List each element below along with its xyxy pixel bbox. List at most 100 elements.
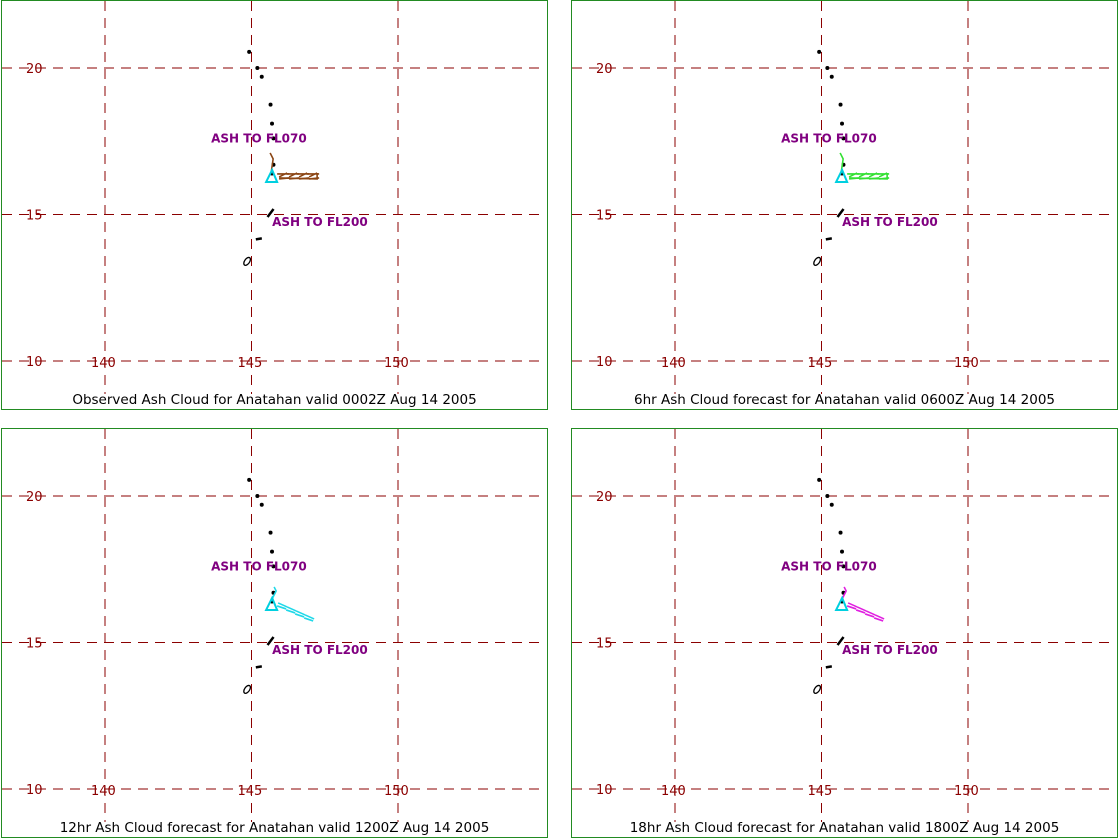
ash-label-fl070: ASH TO FL070 [211, 132, 307, 146]
ash-cloud [270, 586, 315, 622]
island-dot [825, 493, 830, 498]
ash-plume-southeast [864, 610, 876, 618]
island-dot [825, 65, 830, 70]
island-dot [829, 74, 834, 79]
ash-cloud [839, 152, 890, 180]
ash-plume-southeast [303, 614, 315, 622]
lon-tick-label: 145 [238, 784, 263, 799]
lon-tick-label: 150 [384, 356, 409, 371]
island-saipan [266, 636, 275, 646]
lat-tick-label: 20 [26, 490, 43, 505]
island-dot [247, 49, 252, 54]
island-saipan [836, 208, 845, 218]
island-dot [270, 549, 275, 554]
lat-tick-label: 10 [596, 355, 613, 370]
lat-tick-label: 20 [596, 62, 613, 77]
lat-tick-label: 10 [596, 783, 613, 798]
lon-tick-label: 150 [954, 784, 979, 799]
panel-caption: Observed Ash Cloud for Anatahan valid 00… [72, 392, 477, 408]
island-rota [825, 665, 833, 669]
panel-caption: 12hr Ash Cloud forecast for Anatahan val… [59, 820, 490, 836]
ash-plume-outline [849, 172, 888, 180]
ash-plume-southeast [873, 614, 885, 622]
lon-tick-label: 145 [808, 356, 833, 371]
island-dot [817, 49, 822, 54]
ash-label-fl200: ASH TO FL200 [272, 643, 368, 657]
lat-tick-label: 20 [596, 490, 613, 505]
ash-label-fl070: ASH TO FL070 [781, 560, 877, 574]
island-dot [840, 121, 845, 126]
ash-plume-north [269, 152, 274, 174]
island-guam [243, 684, 252, 694]
ash-label-fl070: ASH TO FL070 [781, 132, 877, 146]
island-dot [271, 136, 276, 141]
island-dot [271, 564, 276, 569]
lat-tick-label: 20 [26, 62, 43, 77]
lon-tick-label: 140 [661, 356, 686, 371]
ash-plume-southeast [846, 602, 858, 610]
triangle-icon [264, 167, 279, 183]
lat-tick-label: 15 [596, 637, 613, 652]
lat-tick-label: 10 [26, 783, 43, 798]
island-dot [255, 65, 260, 70]
ash-plume-outline [279, 172, 318, 180]
ash-plume-southeast [294, 610, 306, 618]
island-guam [813, 256, 822, 266]
island-dot [247, 477, 252, 482]
lat-tick-label: 15 [26, 209, 43, 224]
ash-plume-southeast [285, 606, 297, 614]
island-dot [259, 74, 264, 79]
lon-tick-label: 150 [384, 784, 409, 799]
map-panel-18hr: 10 15 20 140 145 150 ASH TO FL070 ASH TO FL200 … [571, 428, 1118, 838]
island-dot [841, 136, 846, 141]
map-canvas: 10 15 20 140 145 150 ASH TO FL070 ASH TO FL200 [572, 429, 1109, 822]
triangle-icon [834, 167, 849, 183]
map-panel-observed: 10 15 20 140 145 150 ASH TO FL070 ASH TO FL200 … [1, 0, 548, 410]
island-guam [813, 684, 822, 694]
map-panel-12hr: 10 15 20 140 145 150 ASH TO FL070 ASH TO FL200 … [1, 428, 548, 838]
island-saipan [836, 636, 845, 646]
island-rota [825, 237, 833, 241]
island-dot [841, 564, 846, 569]
island-dot [270, 121, 275, 126]
island-dot [268, 102, 273, 107]
triangle-icon [834, 595, 849, 611]
panel-caption: 18hr Ash Cloud forecast for Anatahan val… [629, 820, 1060, 836]
ash-plume-southeast [276, 602, 288, 610]
island-dot [829, 502, 834, 507]
island-dot [840, 549, 845, 554]
island-rota [255, 665, 263, 669]
ash-label-fl200: ASH TO FL200 [842, 215, 938, 229]
lon-tick-label: 145 [808, 784, 833, 799]
island-dot [817, 477, 822, 482]
island-dot [255, 493, 260, 498]
map-canvas: 10 15 20 140 145 150 ASH TO FL070 ASH TO FL200 [572, 1, 1109, 394]
island-rota [255, 237, 263, 241]
island-guam [243, 256, 252, 266]
map-canvas: 10 15 20 140 145 150 ASH TO FL070 ASH TO FL200 [2, 1, 539, 394]
map-panel-6hr: 10 15 20 140 145 150 ASH TO FL070 ASH TO FL200 … [571, 0, 1118, 410]
island-dot [268, 530, 273, 535]
ash-label-fl200: ASH TO FL200 [842, 643, 938, 657]
ash-cloud [840, 586, 885, 622]
ash-plume-southeast [855, 606, 867, 614]
panel-caption: 6hr Ash Cloud forecast for Anatahan vali… [634, 392, 1055, 408]
island-dot [259, 502, 264, 507]
island-dot [838, 530, 843, 535]
ash-plume-north [839, 152, 844, 174]
map-canvas: 10 15 20 140 145 150 ASH TO FL070 ASH TO FL200 [2, 429, 539, 822]
lat-tick-label: 15 [596, 209, 613, 224]
ash-label-fl070: ASH TO FL070 [211, 560, 307, 574]
lon-tick-label: 150 [954, 356, 979, 371]
lat-tick-label: 10 [26, 355, 43, 370]
lon-tick-label: 140 [661, 784, 686, 799]
island-saipan [266, 208, 275, 218]
lon-tick-label: 140 [91, 784, 116, 799]
ash-label-fl200: ASH TO FL200 [272, 215, 368, 229]
triangle-icon [264, 595, 279, 611]
lon-tick-label: 145 [238, 356, 263, 371]
island-dot [838, 102, 843, 107]
ash-cloud [269, 152, 320, 180]
lon-tick-label: 140 [91, 356, 116, 371]
lat-tick-label: 15 [26, 637, 43, 652]
